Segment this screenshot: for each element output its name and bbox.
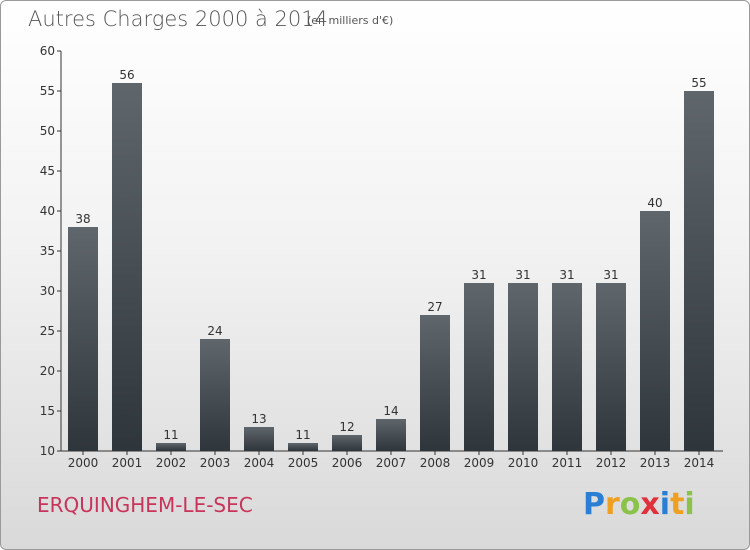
commune-name: ERQUINGHEM-LE-SEC	[37, 493, 253, 517]
x-tick-label-2012: 2012	[596, 456, 627, 470]
value-label-2004: 13	[251, 412, 266, 426]
x-tick-label-2000: 2000	[68, 456, 99, 470]
bar-2009	[464, 283, 494, 451]
bar-2002	[156, 443, 186, 451]
axes: 10 15 20 25 30 35 40 45 50 55 60	[40, 44, 723, 458]
x-tick-label-2014: 2014	[684, 456, 715, 470]
x-tick-label-2013: 2013	[640, 456, 671, 470]
y-tick-label: 10	[40, 444, 55, 458]
bar-2003	[200, 339, 230, 451]
value-label-2009: 31	[471, 268, 486, 282]
value-label-2003: 24	[207, 324, 222, 338]
x-tick-label-2007: 2007	[376, 456, 407, 470]
value-label-2002: 11	[163, 428, 178, 442]
value-label-2005: 11	[295, 428, 310, 442]
x-tick-label-2004: 2004	[244, 456, 275, 470]
chart-title: Autres Charges 2000 à 2014	[28, 7, 328, 31]
y-tick-label: 40	[40, 204, 55, 218]
value-label-2008: 27	[427, 300, 442, 314]
x-tick-label-2005: 2005	[288, 456, 319, 470]
bar-2013	[640, 211, 670, 451]
value-label-2014: 55	[691, 76, 706, 90]
x-tick-label-2008: 2008	[420, 456, 451, 470]
x-tick-label-2001: 2001	[112, 456, 143, 470]
y-tick-label: 35	[40, 244, 55, 258]
bar-2005	[288, 443, 318, 451]
x-tick-label-2002: 2002	[156, 456, 187, 470]
bar-2010	[508, 283, 538, 451]
value-label-2011: 31	[559, 268, 574, 282]
proxiti-logo[interactable]: Proxiti	[583, 487, 695, 522]
y-tick-label: 25	[40, 324, 55, 338]
bar-2000	[68, 227, 98, 451]
y-tick-label: 30	[40, 284, 55, 298]
bar-2004	[244, 427, 274, 451]
x-tick-label-2011: 2011	[552, 456, 583, 470]
value-label-2007: 14	[383, 404, 398, 418]
x-tick-label-2003: 2003	[200, 456, 231, 470]
y-tick-label: 60	[40, 44, 55, 58]
bar-2008	[420, 315, 450, 451]
value-label-2012: 31	[603, 268, 618, 282]
y-tick-label: 15	[40, 404, 55, 418]
y-tick-label: 20	[40, 364, 55, 378]
y-tick-label: 55	[40, 84, 55, 98]
labels-group: 2000 38 2001 56 2002 11 2003 24 2004 13 2005 11 2006…	[68, 68, 715, 470]
value-label-2001: 56	[119, 68, 134, 82]
x-tick-label-2009: 2009	[464, 456, 495, 470]
bars-group	[68, 83, 714, 451]
y-tick-label: 50	[40, 124, 55, 138]
value-label-2006: 12	[339, 420, 354, 434]
value-label-2013: 40	[647, 196, 662, 210]
bar-2001	[112, 83, 142, 451]
x-tick-label-2006: 2006	[332, 456, 363, 470]
bar-2007	[376, 419, 406, 451]
x-tick-label-2010: 2010	[508, 456, 539, 470]
value-label-2000: 38	[75, 212, 90, 226]
value-label-2010: 31	[515, 268, 530, 282]
bar-2011	[552, 283, 582, 451]
bar-2006	[332, 435, 362, 451]
bar-2014	[684, 91, 714, 451]
bar-2012	[596, 283, 626, 451]
y-tick-label: 45	[40, 164, 55, 178]
chart-subtitle: (en milliers d'€)	[307, 14, 394, 27]
